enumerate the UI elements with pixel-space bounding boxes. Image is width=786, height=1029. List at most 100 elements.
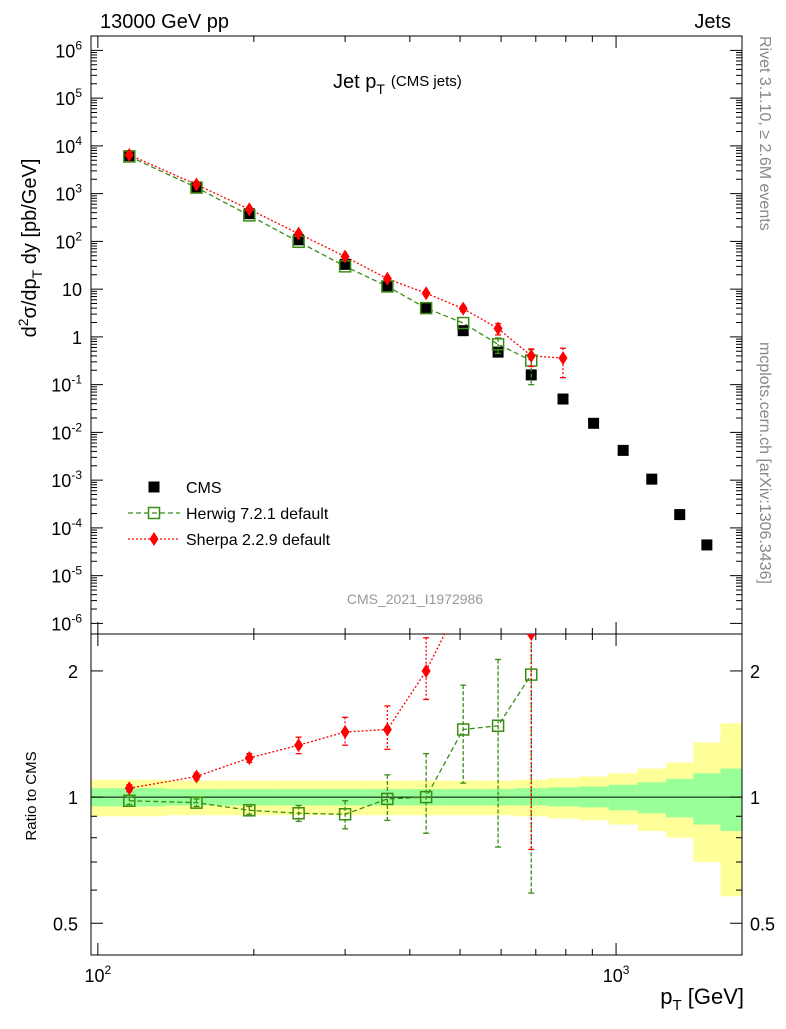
ratio-y-label: Ratio to CMS bbox=[23, 751, 40, 840]
ratio-y-tick-label: 2 bbox=[68, 662, 78, 682]
ratio-herwig-point bbox=[292, 807, 305, 820]
y-tick-label: 1 bbox=[72, 328, 82, 348]
cms-point bbox=[646, 473, 658, 485]
x-tick-label-exp: 3 bbox=[623, 963, 630, 977]
herwig-point bbox=[491, 338, 505, 351]
y-tick-label-exp: -6 bbox=[71, 611, 82, 625]
ratio-y-tick-label: 0.5 bbox=[53, 914, 78, 934]
rivet-label: Rivet 3.1.10, ≥ 2.6M events bbox=[756, 36, 773, 231]
ylabel-pre: d bbox=[19, 326, 41, 337]
sherpa-line bbox=[129, 154, 564, 359]
y-tick-label-exp: -3 bbox=[71, 468, 82, 482]
x-tick-label: 103 bbox=[603, 963, 630, 986]
y-tick-label: 10-2 bbox=[51, 420, 82, 443]
cms-point bbox=[701, 539, 713, 551]
header-left: 13000 GeV pp bbox=[100, 11, 229, 33]
ylabel-post: dy [pb/GeV] bbox=[19, 159, 41, 270]
y-tick-label-base: 10 bbox=[55, 41, 75, 61]
ylabel-sup: 2 bbox=[15, 318, 31, 326]
cms-point bbox=[339, 258, 351, 270]
legend: CMS Herwig 7.2.1 default Sherpa 2.2.9 defa… bbox=[128, 480, 331, 549]
main-series bbox=[123, 147, 713, 551]
y-tick-label-base: 10 bbox=[51, 567, 71, 587]
cms-point bbox=[557, 393, 569, 405]
chart-title-sub: T bbox=[376, 81, 385, 97]
y-tick-label-base: 10 bbox=[55, 232, 75, 252]
ratio-herwig-line bbox=[129, 674, 532, 815]
ylabel-sub: T bbox=[29, 269, 45, 278]
ratio-y-tick-label: 1 bbox=[68, 788, 78, 808]
cms-point bbox=[588, 417, 600, 429]
y-tick-label: 10-3 bbox=[51, 468, 82, 491]
y-tick-label-base: 10 bbox=[62, 280, 82, 300]
y-tick-label: 103 bbox=[55, 182, 82, 205]
y-tick-label-exp: -1 bbox=[71, 373, 82, 387]
cms-point bbox=[381, 280, 393, 292]
chart-title-main: Jet p bbox=[333, 71, 376, 93]
y-tick-label: 104 bbox=[55, 134, 82, 157]
y-tick-label-base: 10 bbox=[51, 614, 71, 634]
y-tick-label: 10-5 bbox=[51, 564, 82, 587]
y-tick-label-base: 10 bbox=[55, 137, 75, 157]
y-tick-label-base: 10 bbox=[51, 423, 71, 443]
cms-point bbox=[674, 509, 686, 521]
sherpa-point bbox=[493, 321, 503, 336]
y-tick-label-exp: 4 bbox=[75, 134, 82, 148]
y-tick-label: 105 bbox=[55, 86, 82, 109]
sherpa-point bbox=[382, 271, 392, 286]
ratio-sherpa-point bbox=[526, 634, 536, 641]
y-tick-label: 10-4 bbox=[51, 516, 82, 539]
ratio-sherpa-point bbox=[494, 578, 503, 592]
ratio-herwig-point bbox=[123, 794, 136, 808]
y-tick-label-base: 10 bbox=[51, 376, 71, 396]
cms-point bbox=[617, 444, 629, 456]
legend-label: Herwig 7.2.1 default bbox=[186, 506, 329, 523]
ratio-frame bbox=[90, 633, 743, 956]
y-tick-label-base: 10 bbox=[51, 471, 71, 491]
watermark: CMS_2021_I1972986 bbox=[347, 591, 483, 607]
x-tick-label-base: 10 bbox=[84, 966, 104, 986]
ratio-band bbox=[91, 723, 742, 897]
band-inner-bin bbox=[693, 773, 721, 825]
ratio-series bbox=[123, 578, 538, 894]
main-panel: 10610510410310210110-110-210-310-410-510… bbox=[51, 35, 743, 635]
y-tick-label: 10-1 bbox=[51, 373, 82, 396]
ratio-sherpa-point bbox=[340, 724, 350, 739]
herwig-point bbox=[419, 301, 433, 315]
y-tick-label: 10-6 bbox=[51, 611, 82, 634]
sherpa-point bbox=[458, 301, 468, 316]
header-right: Jets bbox=[694, 11, 731, 33]
legend-label: CMS bbox=[186, 480, 222, 497]
ratio-herwig-point bbox=[524, 668, 538, 681]
sherpa-point bbox=[294, 226, 304, 241]
ratio-sherpa-point bbox=[191, 769, 201, 784]
legend-cms-marker bbox=[148, 481, 160, 493]
y-tick-label-exp: 3 bbox=[75, 182, 82, 196]
ratio-sherpa-point bbox=[382, 722, 392, 737]
ratio-herwig-point bbox=[338, 808, 352, 821]
mcplots-label: mcplots.cern.ch [arXiv:1306.3436] bbox=[756, 342, 773, 584]
ratio-y-tick-label-right: 1 bbox=[750, 788, 760, 808]
y-tick-label-exp: -2 bbox=[71, 420, 82, 434]
y-tick-label-base: 1 bbox=[72, 328, 82, 348]
herwig-line bbox=[129, 155, 532, 362]
band-inner-bin bbox=[720, 768, 742, 832]
ratio-herwig-point bbox=[456, 723, 470, 736]
ratio-herwig-point bbox=[491, 719, 505, 732]
y-tick-label-exp: 6 bbox=[75, 38, 82, 52]
sherpa-point bbox=[191, 177, 201, 192]
xlabel-pre: p bbox=[660, 984, 672, 1009]
main-y-label: d2σ/dpT dy [pb/GeV] bbox=[15, 159, 45, 338]
ylabel-mid: σ/dp bbox=[19, 278, 41, 318]
cms-point bbox=[420, 302, 432, 314]
ratio-sherpa-point bbox=[421, 663, 431, 678]
ratio-herwig-point bbox=[190, 796, 203, 809]
sherpa-point bbox=[244, 202, 254, 217]
legend-label: Sherpa 2.2.9 default bbox=[186, 532, 331, 549]
ratio-sherpa-point bbox=[294, 738, 304, 753]
ratio-sherpa-point bbox=[124, 781, 134, 796]
legend-herwig-marker bbox=[147, 506, 161, 520]
ratio-herwig-point bbox=[381, 792, 394, 806]
